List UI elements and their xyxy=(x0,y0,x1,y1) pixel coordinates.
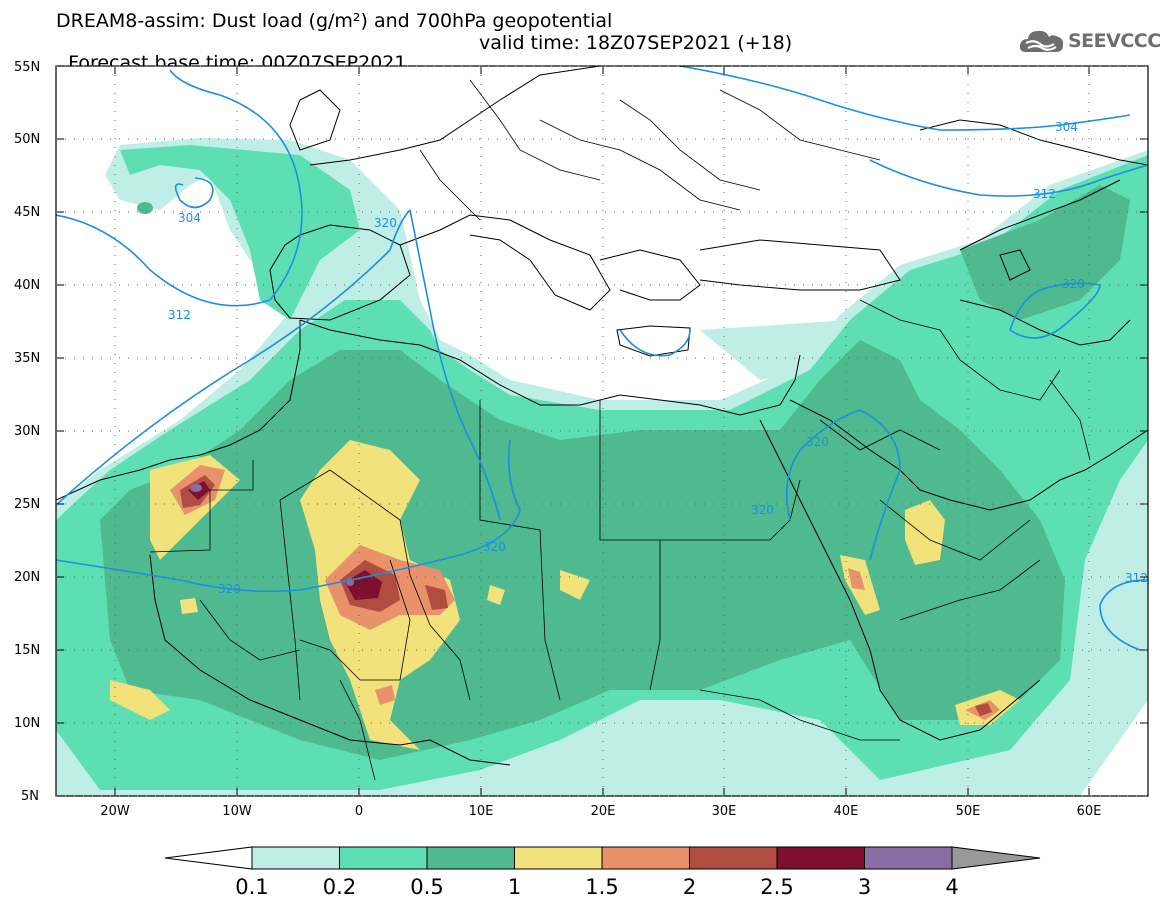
axis-ticks xyxy=(56,65,1148,797)
contour-label-320-b: 320 xyxy=(218,582,241,596)
lat-label: 45N xyxy=(14,205,40,220)
lat-label: 50N xyxy=(14,132,40,147)
map-title: DREAM8-assim: Dust load (g/m²) and 700hP… xyxy=(56,10,613,32)
colorbar-box xyxy=(601,846,690,870)
lon-label: 60E xyxy=(1077,804,1102,819)
geopotential-contours xyxy=(56,66,1148,651)
colorbar-box xyxy=(339,846,428,870)
dust-shade-2.5 xyxy=(345,570,382,600)
contour-label-312-b: 312 xyxy=(1033,187,1056,201)
contour-label-320-d: 320 xyxy=(806,435,829,449)
cloud-logo-icon xyxy=(1019,30,1064,52)
lat-label: 5N xyxy=(21,789,39,804)
colorbar-box xyxy=(251,846,340,870)
contour-label-312-a: 312 xyxy=(168,308,191,322)
colorbar-box xyxy=(514,846,603,870)
lat-label: 55N xyxy=(14,60,40,75)
lat-label: 35N xyxy=(14,351,40,366)
colorbar-label: 0.2 xyxy=(323,875,356,899)
seevccc-logo: SEEVCCC xyxy=(1018,26,1161,58)
lon-label: 0 xyxy=(355,804,363,819)
dust-field xyxy=(56,66,1148,796)
colorbar-box xyxy=(776,846,865,870)
lat-label: 25N xyxy=(14,497,40,512)
colorbar-label: 0.1 xyxy=(235,875,268,899)
contour-label-304-a: 304 xyxy=(178,211,201,225)
contour-label-320-e: 320 xyxy=(751,503,774,517)
contour-label-320-c: 320 xyxy=(483,540,506,554)
lat-label: 10N xyxy=(14,716,40,731)
coastlines xyxy=(56,66,1148,766)
borders xyxy=(149,79,1091,781)
contour-labels: 304 304 312 312 312 320 320 320 320 320 … xyxy=(168,120,1148,596)
lon-label: 10E xyxy=(469,804,494,819)
lat-label: 40N xyxy=(14,278,40,293)
longitude-labels: 20W 10W 0 10E 20E 30E 40E 50E 60E xyxy=(100,804,1101,819)
colorbar-box xyxy=(864,846,953,870)
lat-label: 20N xyxy=(14,570,40,585)
colorbar-label: 0.5 xyxy=(410,875,443,899)
contour-label-312-c: 312 xyxy=(1125,571,1148,585)
lon-label: 20W xyxy=(100,804,130,819)
colorbar-box xyxy=(426,846,515,870)
contour-label-320-a: 320 xyxy=(374,216,397,230)
lat-label: 30N xyxy=(14,424,40,439)
colorbar-label: 4 xyxy=(945,875,958,899)
lon-label: 40E xyxy=(834,804,859,819)
colorbar-label: 2.5 xyxy=(760,875,793,899)
colorbar-box xyxy=(689,846,778,870)
dust-shade-3 xyxy=(190,484,202,492)
colorbar-over-triangle xyxy=(951,846,1041,870)
latitude-labels: 55N 50N 45N 40N 35N 30N 25N 20N 15N 10N … xyxy=(14,60,40,804)
contour-label-304-b: 304 xyxy=(1055,120,1078,134)
lon-label: 30E xyxy=(712,804,737,819)
lon-label: 20E xyxy=(591,804,616,819)
colorbar: 0.1 0.2 0.5 1 1.5 2 2.5 3 4 xyxy=(164,846,1041,899)
colorbar-label: 1 xyxy=(508,875,521,899)
colorbar-label: 1.5 xyxy=(585,875,618,899)
lon-label: 10W xyxy=(222,804,252,819)
colorbar-label: 3 xyxy=(858,875,871,899)
valid-time: valid time: 18Z07SEP2021 (+18) xyxy=(479,32,793,54)
lon-label: 50E xyxy=(956,804,981,819)
contour-label-320-f: 320 xyxy=(1062,277,1085,291)
lat-label: 15N xyxy=(14,643,40,658)
logo-text: SEEVCCC xyxy=(1068,30,1161,52)
colorbar-label: 2 xyxy=(683,875,696,899)
colorbar-under-triangle xyxy=(164,846,253,870)
